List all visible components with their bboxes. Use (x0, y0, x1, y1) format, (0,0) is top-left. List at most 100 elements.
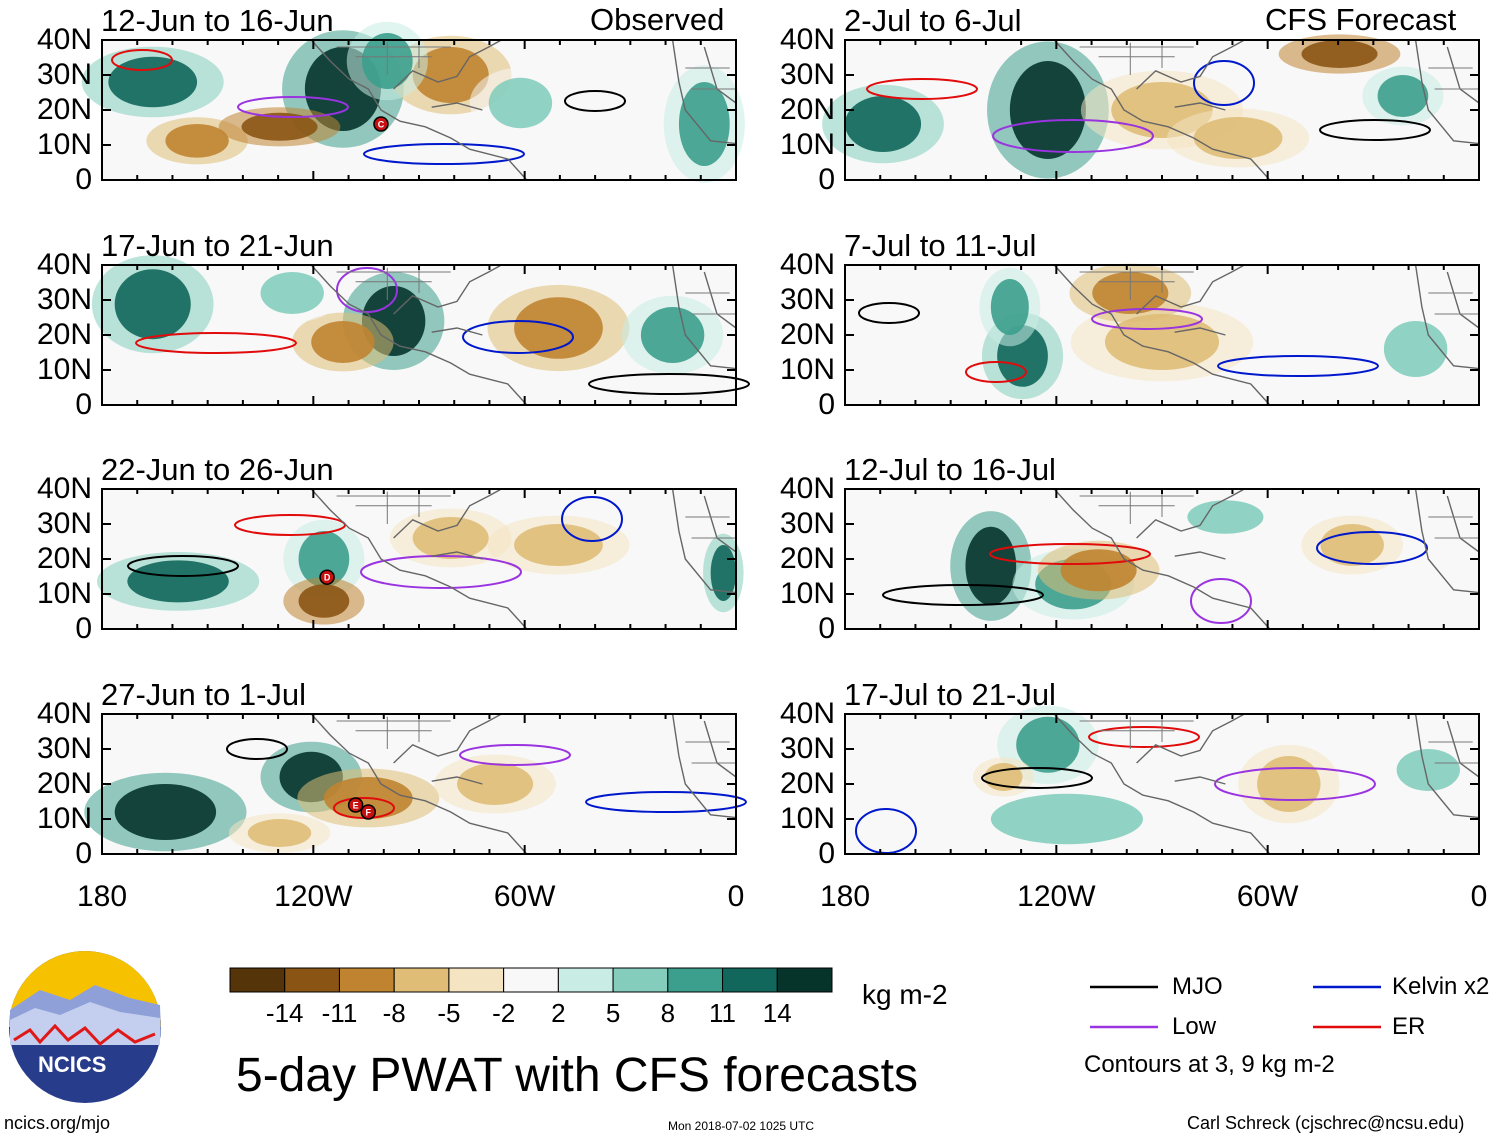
pwat-anomaly (114, 269, 191, 340)
lon-label: 120W (1017, 880, 1096, 913)
pwat-anomaly (678, 82, 730, 166)
pwat-anomaly (990, 279, 1029, 335)
lat-label: 40N (36, 697, 92, 730)
pwat-anomaly (247, 819, 312, 847)
colorbar-label: 8 (660, 998, 676, 1028)
legend-kelvin-label: Kelvin x2 (1392, 973, 1490, 1000)
colorbar (229, 967, 833, 993)
pwat-anomaly (990, 793, 1143, 845)
political-borders (1079, 716, 1479, 764)
panel-date-range: 17-Jun to 21-Jun (101, 228, 334, 263)
colorbar-swatch (338, 967, 395, 993)
pwat-anomaly (1193, 117, 1283, 159)
wave-contour (1088, 726, 1200, 748)
storm-label: E (353, 801, 359, 811)
lat-label: 30N (779, 507, 835, 540)
lon-label: 0 (1470, 880, 1488, 913)
colorbar-label: 5 (605, 998, 621, 1028)
lat-label: 20N (779, 93, 835, 126)
coastline (1053, 713, 1480, 855)
legend-note: Contours at 3, 9 kg m-2 (1084, 1051, 1335, 1078)
panel-date-range: 7-Jul to 11-Jul (844, 228, 1037, 263)
lon-label: 120W (274, 880, 353, 913)
wave-contour (564, 90, 626, 112)
lat-label: 10N (36, 802, 92, 835)
map-panel: EF (84, 713, 747, 855)
lat-label: 20N (779, 318, 835, 351)
lat-label: 30N (779, 58, 835, 91)
wave-contour (1091, 308, 1203, 330)
pwat-anomaly (1383, 321, 1448, 377)
pwat-anomaly (640, 307, 705, 363)
colorbar-units: kg m-2 (862, 979, 948, 1010)
lat-label: 20N (36, 93, 92, 126)
lat-label: 40N (779, 248, 835, 281)
source-link[interactable]: ncics.org/mjo (4, 1113, 111, 1133)
pwat-anomaly (965, 526, 1017, 606)
pwat-anomaly (1377, 75, 1429, 117)
political-borders (336, 491, 736, 539)
legend-mjo-label: MJO (1172, 973, 1223, 1000)
coastline (310, 39, 737, 181)
coastline (310, 264, 737, 406)
pwat-anomaly (457, 763, 534, 805)
panel-date-range: 2-Jul to 6-Jul (844, 3, 1022, 38)
lat-label: 0 (818, 163, 835, 196)
storm-marker (319, 569, 335, 585)
political-borders (336, 716, 736, 764)
panel-date-range: 12-Jul to 16-Jul (844, 452, 1056, 487)
pwat-anomaly (1301, 40, 1378, 68)
pwat-anomaly (412, 47, 489, 103)
wave-contour (561, 496, 623, 542)
lat-label: 40N (779, 697, 835, 730)
pwat-anomaly (127, 560, 229, 603)
lat-label: 0 (75, 388, 92, 421)
wave-contour (336, 267, 398, 313)
political-borders (1079, 491, 1479, 539)
wave-contour (226, 738, 288, 760)
wave-contour (858, 302, 920, 324)
lat-label: 40N (36, 472, 92, 505)
wave-contour (992, 119, 1154, 153)
wave-contour (1214, 767, 1376, 801)
lon-label: 180 (76, 880, 128, 913)
lat-label: 10N (36, 128, 92, 161)
political-borders (1079, 42, 1479, 90)
lat-label: 40N (36, 248, 92, 281)
lat-label: 20N (36, 767, 92, 800)
colorbar-swatch (229, 967, 286, 993)
pwat-anomaly (1009, 61, 1086, 159)
pwat-anomaly (311, 321, 375, 363)
pwat-anomaly (1396, 749, 1460, 791)
pwat-anomaly (1016, 716, 1080, 773)
observed-header: Observed (590, 2, 725, 37)
wave-contour (585, 791, 747, 813)
lat-label: 30N (36, 732, 92, 765)
lat-label: 10N (779, 353, 835, 386)
storm-marker (373, 116, 389, 132)
colorbar-swatch (557, 967, 614, 993)
lat-label: 30N (36, 58, 92, 91)
lat-label: 20N (36, 318, 92, 351)
lon-label: 60W (1236, 880, 1299, 913)
storm-label: D (324, 573, 331, 583)
lat-label: 0 (818, 612, 835, 645)
pwat-anomaly (488, 77, 553, 129)
political-borders (1079, 267, 1479, 315)
colorbar-swatch (612, 967, 669, 993)
colorbar-swatch (776, 967, 833, 993)
legend-er-label: ER (1392, 1013, 1426, 1040)
legend-lines (1090, 985, 1381, 1029)
lat-label: 0 (75, 163, 92, 196)
wave-contour (459, 744, 571, 766)
map-panel (844, 263, 1480, 406)
wave-contour (1193, 60, 1255, 106)
colorbar-label: -8 (382, 998, 406, 1028)
pwat-anomaly (1257, 756, 1321, 812)
colorbar-swatch (393, 967, 450, 993)
lat-label: 10N (779, 128, 835, 161)
colorbar-label: 11 (709, 998, 737, 1028)
wave-contour (363, 143, 525, 165)
